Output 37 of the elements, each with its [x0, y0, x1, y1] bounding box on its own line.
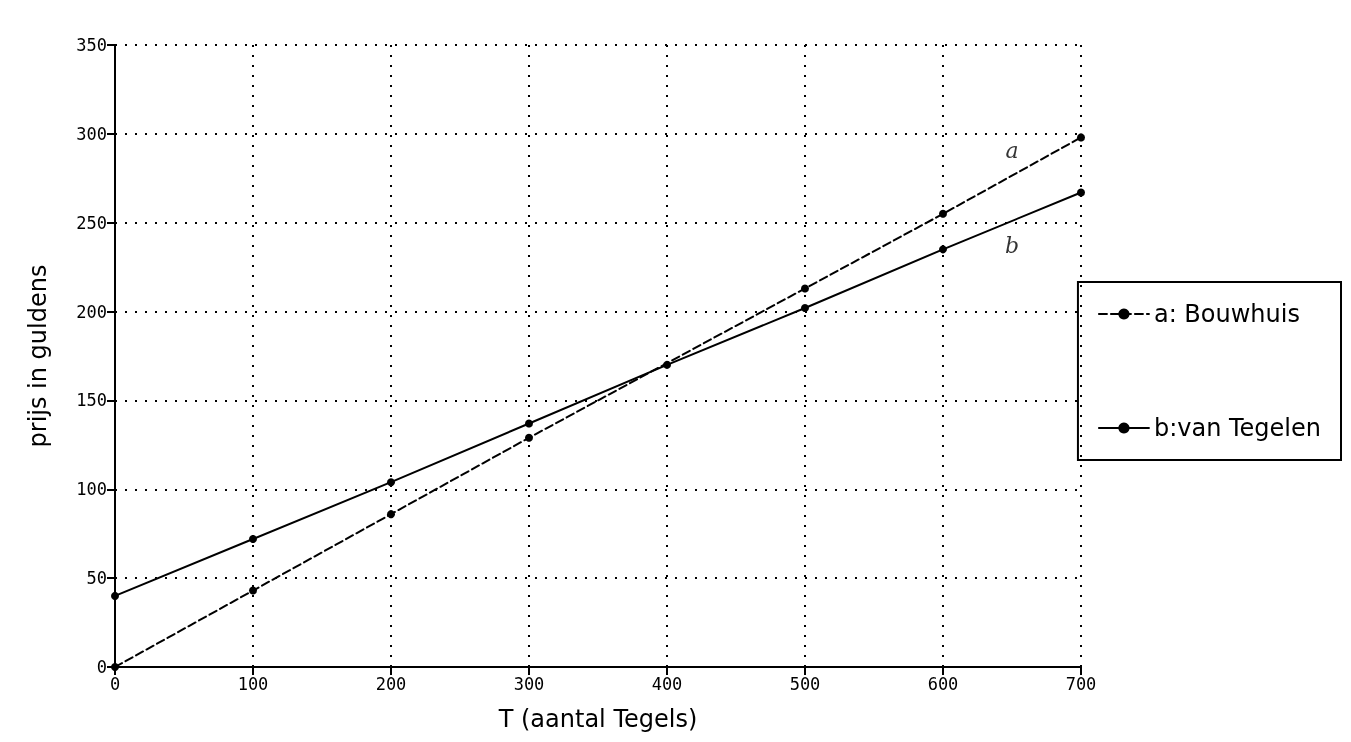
point [249, 535, 257, 544]
x-axis-title: T (aantal Tegels) [497, 705, 698, 733]
y-tick-label: 50 [86, 568, 107, 589]
x-tick-label: 200 [375, 673, 407, 694]
point [387, 510, 395, 519]
y-tick-label: 200 [76, 301, 107, 322]
x-tick-label: 0 [109, 673, 121, 694]
point [939, 245, 947, 254]
y-tick-label: 250 [76, 212, 107, 233]
point [801, 304, 809, 313]
legend-label: a: Bouwhuis [1153, 300, 1300, 328]
annotation: b [1004, 233, 1020, 259]
y-tick-label: 100 [76, 479, 107, 500]
x-tick-label: 300 [513, 673, 545, 694]
point [249, 586, 257, 595]
point [111, 591, 119, 600]
y-tick-label: 0 [96, 657, 107, 677]
legend-label: b:van Tegelen [1153, 414, 1321, 442]
x-tick-label: 600 [927, 673, 959, 694]
x-tick-label: 500 [789, 673, 821, 694]
point [525, 433, 533, 442]
y-tick-label: 150 [76, 390, 107, 411]
y-tick-label: 300 [76, 123, 107, 144]
x-tick-label: 700 [1065, 673, 1097, 694]
x-tick-label: 100 [237, 673, 269, 694]
x-tick-label: 400 [651, 673, 683, 694]
annotation: a [1005, 138, 1019, 164]
point [801, 284, 809, 293]
y-tick-label: 350 [76, 35, 107, 55]
point [111, 663, 119, 671]
point [525, 419, 533, 428]
point [387, 478, 395, 487]
point [663, 360, 671, 369]
y-axis-title: prijs in guldens [24, 264, 52, 448]
point [1077, 188, 1085, 197]
point [939, 209, 947, 218]
point [1077, 133, 1085, 142]
